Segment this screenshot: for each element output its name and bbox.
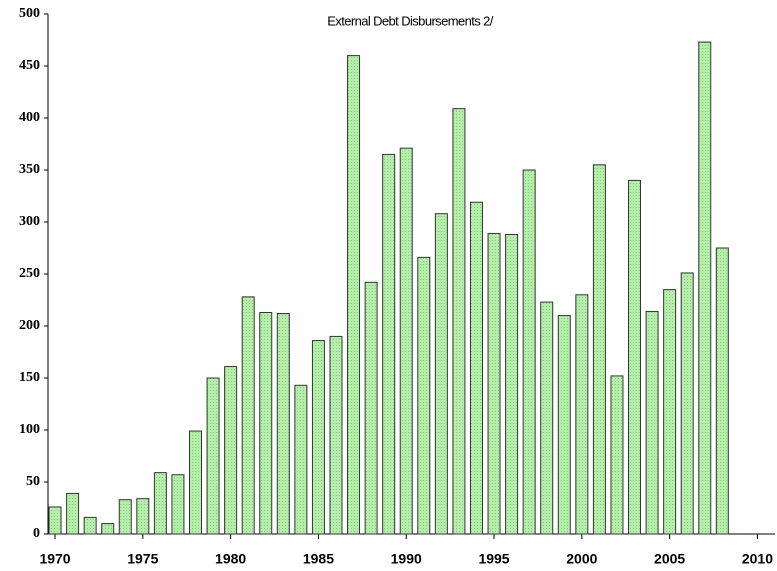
y-tick-label: 50: [26, 474, 40, 489]
y-tick-label: 0: [33, 526, 40, 541]
bar: [522, 169, 536, 535]
bar: [592, 164, 606, 535]
x-tick-label: 1985: [303, 551, 334, 567]
bar: [487, 232, 501, 535]
y-tick-label: 100: [19, 422, 40, 437]
bar: [417, 256, 431, 535]
bar: [540, 301, 554, 535]
bar: [259, 311, 273, 535]
chart-title: External Debt Disbursements 2/: [327, 13, 494, 28]
y-tick-label: 500: [19, 6, 40, 21]
bar: [364, 281, 378, 535]
bar: [311, 340, 325, 535]
bar: [83, 516, 97, 535]
x-tick-label: 1975: [127, 551, 158, 567]
bar: [399, 147, 413, 535]
y-tick-label: 250: [19, 266, 40, 281]
bar: [48, 506, 62, 535]
bar: [118, 499, 132, 535]
bar: [557, 315, 571, 535]
bar: [136, 498, 150, 535]
y-tick-label: 150: [19, 370, 40, 385]
x-tick-label: 2010: [742, 551, 773, 567]
bar: [101, 523, 115, 535]
y-tick-label: 300: [19, 214, 40, 229]
y-tick-label: 200: [19, 318, 40, 333]
bar: [715, 247, 729, 535]
bar: [452, 108, 466, 535]
bar: [171, 474, 185, 535]
bar: [663, 289, 677, 535]
bar: [575, 294, 589, 535]
bar: [189, 430, 203, 535]
y-tick-label: 400: [19, 110, 40, 125]
bar: [66, 492, 80, 535]
bar: [698, 41, 712, 535]
bar: [434, 213, 448, 535]
y-tick-label: 350: [19, 162, 40, 177]
y-tick-label: 450: [19, 58, 40, 73]
bar: [469, 201, 483, 535]
bar: [628, 179, 642, 535]
bar: [241, 296, 255, 535]
bar: [610, 375, 624, 535]
x-tick-label: 1970: [39, 551, 70, 567]
x-tick-label: 2005: [654, 551, 685, 567]
x-tick-label: 1980: [215, 551, 246, 567]
bar: [680, 272, 694, 535]
bar: [224, 366, 238, 535]
bar: [153, 472, 167, 535]
bar: [505, 233, 519, 535]
bar: [347, 55, 361, 535]
x-tick-label: 1995: [478, 551, 509, 567]
bar: [645, 310, 659, 535]
bar: [206, 377, 220, 535]
bar: [382, 153, 396, 535]
x-tick-label: 2000: [566, 551, 597, 567]
bar: [329, 335, 343, 535]
bar: [276, 313, 290, 535]
bar: [294, 384, 308, 535]
x-tick-label: 1990: [391, 551, 422, 567]
